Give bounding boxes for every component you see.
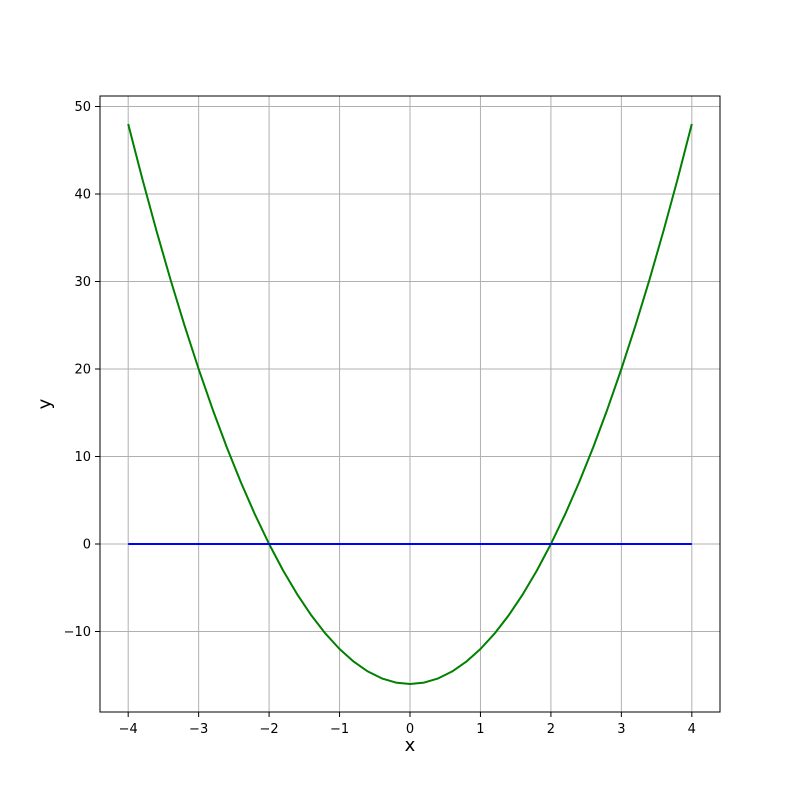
parabola-curve bbox=[127, 123, 693, 685]
y-tick-label: 10 bbox=[74, 450, 91, 465]
y-axis-label: y bbox=[34, 398, 56, 410]
y-tick-label: 50 bbox=[74, 100, 91, 115]
x-tick-label: 4 bbox=[688, 722, 696, 737]
y-tick-label: 0 bbox=[83, 538, 91, 553]
x-tick-label: −3 bbox=[189, 722, 208, 737]
y-tick-label: 30 bbox=[74, 275, 91, 290]
y-tick-label: 40 bbox=[74, 188, 91, 203]
x-tick-label: −1 bbox=[330, 722, 349, 737]
x-tick-label: −2 bbox=[260, 722, 279, 737]
x-tick-label: −4 bbox=[119, 722, 138, 737]
y-tick-label: −10 bbox=[64, 625, 91, 640]
x-tick-label: 0 bbox=[406, 722, 414, 737]
x-axis-label: x bbox=[404, 735, 416, 756]
x-tick-label: 1 bbox=[476, 722, 484, 737]
y-tick-label: 20 bbox=[74, 363, 91, 378]
x-tick-label: 3 bbox=[617, 722, 625, 737]
x-tick-label: 2 bbox=[547, 722, 555, 737]
